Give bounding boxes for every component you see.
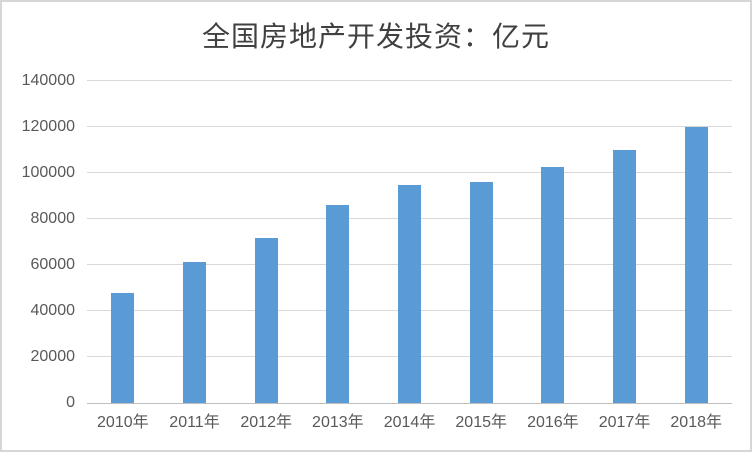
- chart-title: 全国房地产开发投资：亿元: [201, 22, 550, 53]
- x-tick-label-2017年: 2017年: [598, 414, 651, 431]
- plot-area: [87, 80, 732, 404]
- bar-2012年: [254, 237, 278, 403]
- y-tick-label-80000: 80000: [30, 210, 76, 227]
- bar-slot-2014年: [374, 81, 446, 403]
- bar-2011年: [183, 261, 206, 403]
- y-tick-label-0: 0: [66, 394, 75, 411]
- x-axis: 2010年 2011年 2012年 2013年 2014年 2015年 2016年 2017年…: [87, 408, 732, 432]
- y-axis: 0 20000 40000 60000 80000 100000 120000 140000: [2, 72, 76, 411]
- bar-2015年: [469, 182, 493, 403]
- x-tick-label-2012年: 2012年: [240, 414, 292, 431]
- y-tick-label-40000: 40000: [30, 302, 76, 319]
- bars: [87, 81, 732, 403]
- x-tick-label-2013年: 2013年: [312, 414, 364, 431]
- bar-2018年: [684, 127, 708, 403]
- x-tick-label-2018年: 2018年: [670, 414, 723, 431]
- bar-2010年: [111, 292, 135, 403]
- bar-slot-2017年: [589, 81, 661, 403]
- bar-slot-2013年: [302, 81, 374, 403]
- x-tick-label-2010年: 2010年: [97, 414, 149, 431]
- x-tick-label-2014年: 2014年: [383, 414, 436, 431]
- bar-2013年: [326, 205, 350, 403]
- bar-slot-2010年: [87, 81, 159, 403]
- bar-slot-2018年: [660, 81, 732, 403]
- gridline-120000: [87, 126, 732, 127]
- bar-slot-2016年: [517, 81, 589, 403]
- y-tick-label-120000: 120000: [21, 118, 75, 135]
- bar-slot-2011年: [159, 81, 231, 403]
- x-tick-label-2011年: 2011年: [169, 414, 220, 431]
- x-tick-label-2015年: 2015年: [455, 414, 507, 431]
- y-tick-label-100000: 100000: [21, 164, 75, 181]
- bar-slot-2015年: [445, 81, 517, 403]
- x-tick-label-2016年: 2016年: [527, 414, 579, 431]
- bar-slot-2012年: [230, 81, 302, 403]
- bar-2014年: [398, 184, 422, 403]
- gridline-140000: [87, 80, 732, 81]
- bar-2016年: [541, 167, 565, 403]
- y-tick-label-20000: 20000: [30, 348, 76, 365]
- gridline-100000: [87, 172, 732, 173]
- y-tick-label-140000: 140000: [21, 72, 75, 89]
- y-tick-label-60000: 60000: [30, 256, 76, 273]
- bar-2017年: [613, 150, 637, 403]
